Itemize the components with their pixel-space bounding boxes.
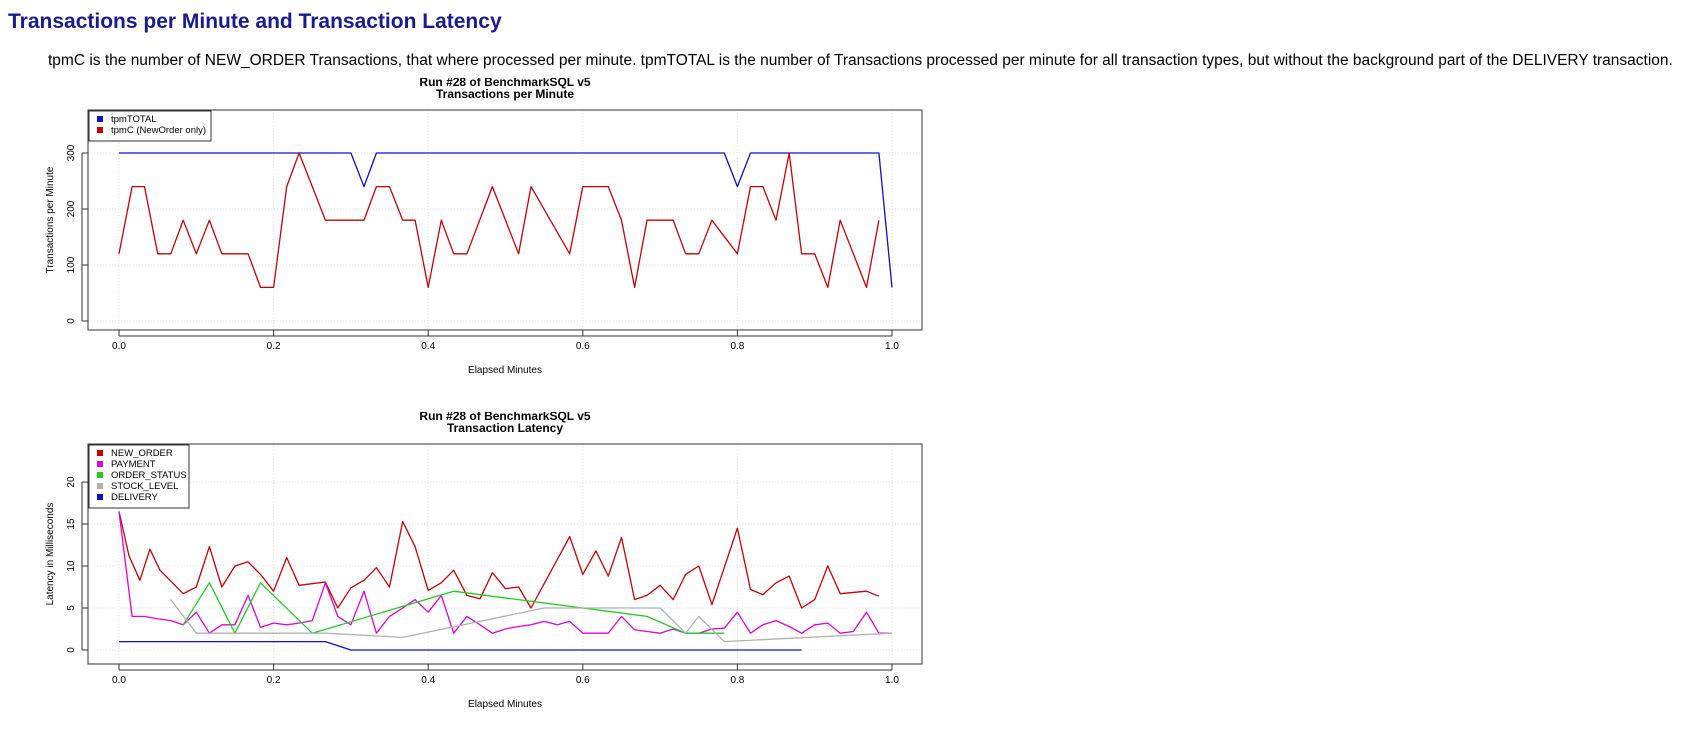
- x-tick-label: 1.0: [885, 341, 899, 352]
- legend-swatch: [97, 450, 103, 456]
- x-tick-label: 0.4: [421, 341, 435, 352]
- y-tick-label: 200: [66, 200, 77, 217]
- x-tick-label: 0.0: [112, 341, 126, 352]
- series-line-tpmtotal: [119, 152, 893, 288]
- chart-title: Run #28 of BenchmarkSQL v5: [419, 78, 590, 89]
- series-line-tpmc-neworder-only-: [118, 152, 880, 289]
- y-tick-label: 0: [66, 318, 77, 324]
- page-title: Transactions per Minute and Transaction …: [8, 10, 502, 33]
- x-tick-label: 0.4: [421, 675, 435, 686]
- y-tick-label: 15: [66, 518, 77, 530]
- legend-swatch: [97, 127, 103, 133]
- legend-box: [88, 110, 212, 142]
- x-tick-label: 1.0: [885, 675, 899, 686]
- page-description: tpmC is the number of NEW_ORDER Transact…: [48, 52, 1673, 69]
- y-tick-label: 20: [66, 476, 77, 488]
- x-axis-label: Elapsed Minutes: [468, 365, 542, 376]
- legend-box: [88, 444, 190, 509]
- legend-swatch: [97, 472, 103, 478]
- legend-label: STOCK_LEVEL: [111, 481, 178, 492]
- y-tick-label: 10: [66, 560, 77, 572]
- series-line-delivery: [119, 640, 802, 651]
- legend-label: tpmC (NewOrder only): [111, 125, 206, 136]
- chart-subtitle: Transactions per Minute: [436, 87, 574, 101]
- x-axis-label: Elapsed Minutes: [468, 699, 542, 710]
- y-tick-label: 300: [66, 144, 77, 161]
- x-tick-label: 0.8: [730, 341, 744, 352]
- y-axis-label: Latency in Milliseconds: [45, 503, 56, 606]
- legend-label: DELIVERY: [111, 492, 158, 503]
- legend-swatch: [97, 116, 103, 122]
- x-tick-label: 0.0: [112, 675, 126, 686]
- legend-label: tpmTOTAL: [111, 114, 157, 125]
- series-line-new-order: [118, 511, 880, 609]
- plot-frame: [87, 109, 923, 331]
- chart-title: Run #28 of BenchmarkSQL v5: [419, 412, 590, 423]
- legend-label: PAYMENT: [111, 459, 156, 470]
- x-tick-label: 0.8: [730, 675, 744, 686]
- series-line-stock-level: [170, 599, 893, 643]
- legend-swatch: [97, 461, 103, 467]
- y-axis-label: Transactions per Minute: [45, 166, 56, 273]
- x-tick-label: 0.6: [576, 341, 590, 352]
- x-tick-label: 0.2: [267, 675, 281, 686]
- x-tick-label: 0.6: [576, 675, 590, 686]
- legend-label: ORDER_STATUS: [111, 470, 187, 481]
- x-tick-label: 0.2: [267, 341, 281, 352]
- legend-label: NEW_ORDER: [111, 448, 173, 459]
- chart-subtitle: Transaction Latency: [447, 421, 563, 435]
- y-tick-label: 5: [66, 605, 77, 611]
- y-tick-label: 100: [66, 256, 77, 273]
- legend-swatch: [97, 494, 103, 500]
- y-tick-label: 0: [66, 647, 77, 653]
- plot-frame: [87, 443, 923, 665]
- latency-chart: Run #28 of BenchmarkSQL v5 Transaction La…: [40, 412, 1010, 747]
- series-line-payment: [118, 511, 892, 634]
- tpm-chart: Run #28 of BenchmarkSQL v5 Transactions p…: [40, 78, 1010, 413]
- legend-swatch: [97, 483, 103, 489]
